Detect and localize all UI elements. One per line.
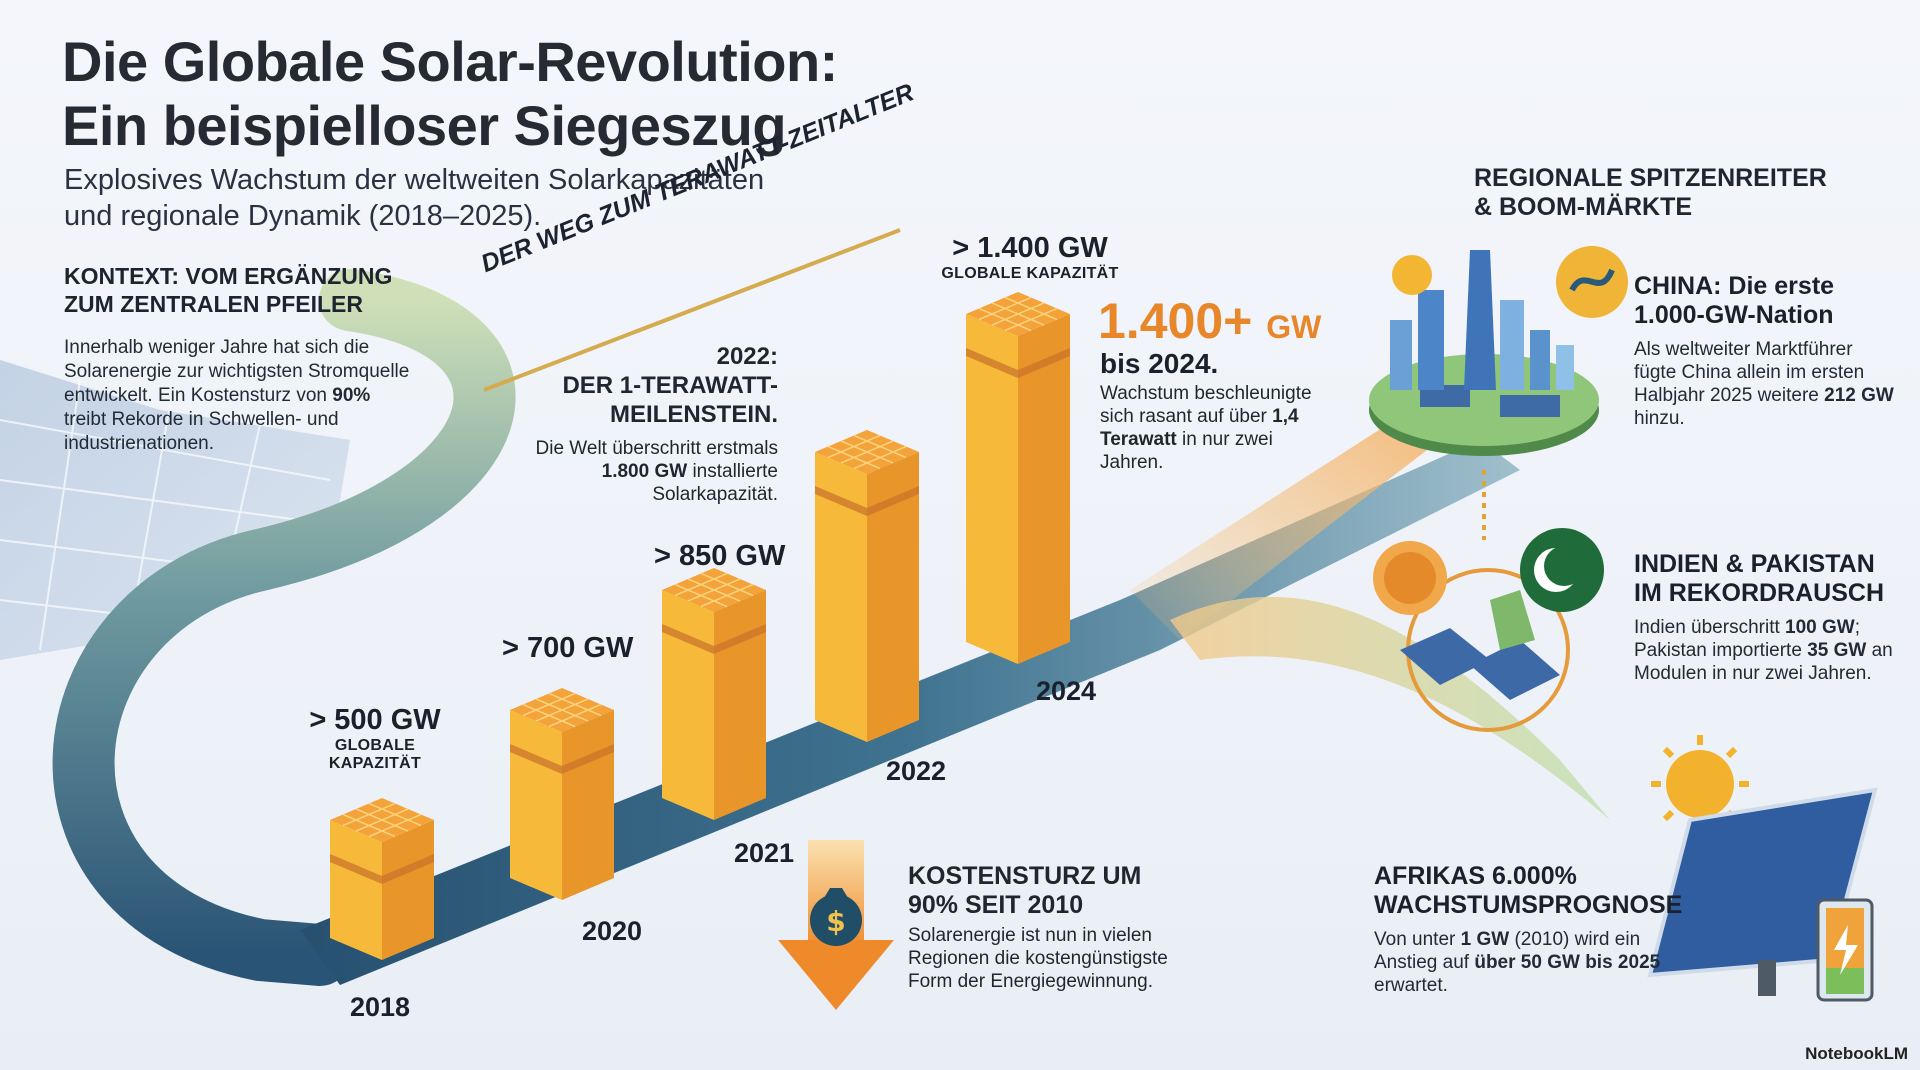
highlight-line: bis 2024.: [1100, 348, 1219, 379]
context-heading: KONTEXT: VOM ERGÄNZUNG ZUM ZENTRALEN PFE…: [64, 263, 393, 317]
bar-label-2024: > 1.400 GW GLOBALE KAPAZITÄT: [941, 232, 1119, 282]
year-2024: 2024: [1036, 676, 1097, 706]
milestone-text: 2022: DER 1-TERAWATT- MEILENSTEIN. Die W…: [535, 343, 779, 505]
brand-label: NotebookLM: [1805, 1044, 1908, 1063]
year-2020: 2020: [582, 916, 643, 946]
context-text: Innerhalb weniger Jahre hat sich die Sol…: [64, 337, 410, 454]
cost-text: Solarenergie ist nun in vielen Regionen …: [908, 925, 1168, 992]
page-title: Die Globale Solar-Revolution: Ein beispi…: [62, 30, 838, 157]
cost-heading: KOSTENSTURZ UM 90% SEIT 2010: [908, 862, 1142, 919]
curve-road: [52, 269, 516, 986]
bar-label-2021: > 850 GW: [654, 540, 786, 572]
highlight-desc: Wachstum beschleunigte sich rasant auf ü…: [1100, 383, 1312, 473]
africa-solar-icon: [1647, 735, 1878, 1002]
africa-card: AFRIKAS 6.000% WACHSTUMSPROGNOSE Von unt…: [1374, 862, 1683, 996]
svg-text:$: $: [826, 905, 845, 938]
year-2021: 2021: [734, 838, 795, 868]
regional-heading: REGIONALE SPITZENREITER & BOOM-MÄRKTE: [1474, 164, 1827, 221]
year-2022: 2022: [886, 756, 947, 786]
bar-label-2020: > 700 GW: [502, 632, 634, 664]
year-2018: 2018: [350, 992, 411, 1022]
beam-china: [1130, 410, 1440, 640]
highlight-number: 1.400+ GW: [1098, 293, 1322, 349]
bar-label-2018: > 500 GW GLOBALE KAPAZITÄT: [309, 704, 441, 772]
bar-2018: [330, 798, 434, 960]
page-subtitle: Explosives Wachstum der weltweiten Solar…: [64, 164, 765, 232]
bar-2021: [662, 568, 766, 820]
cost-arrow-icon: $: [778, 840, 894, 1010]
china-card: CHINA: Die erste 1.000-GW-Nation Als wel…: [1634, 272, 1894, 429]
bar-2022: [815, 430, 919, 742]
bar-2024: [966, 292, 1070, 664]
bar-2020: [510, 688, 614, 900]
beam-africa: [1170, 596, 1610, 820]
india-pakistan-card: INDIEN & PAKISTAN IM REKORDRAUSCH Indien…: [1634, 550, 1893, 684]
china-city-icon: [1369, 246, 1628, 456]
india-pakistan-icon: [1373, 528, 1604, 732]
